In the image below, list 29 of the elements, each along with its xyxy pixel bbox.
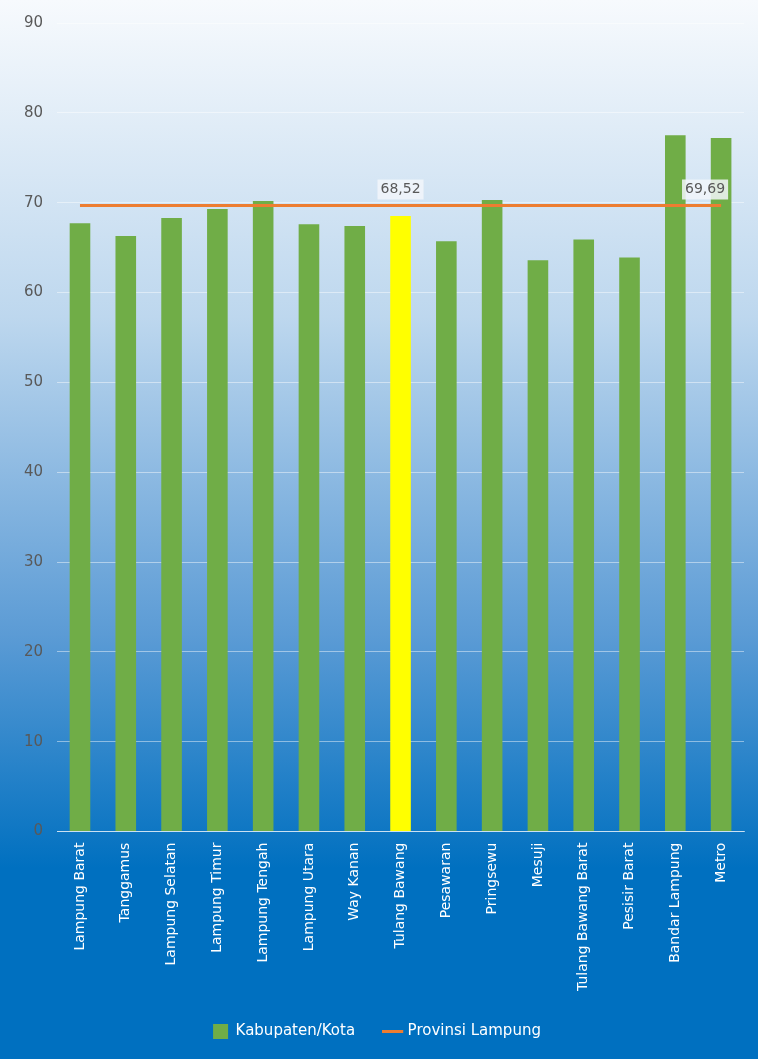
y-tick-label: 50 <box>23 372 44 391</box>
x-tick-label: Tulang Bawang <box>391 842 408 950</box>
x-tick-label: Lampung Timur <box>208 842 225 953</box>
y-tick-label: 10 <box>23 731 44 750</box>
x-tick-label: Lampung Tengah <box>253 842 270 963</box>
y-tick-label: 70 <box>23 192 44 211</box>
y-tick-label: 0 <box>33 821 44 840</box>
x-tick-label: Pesisir Barat <box>620 842 637 930</box>
data-label: 68,52 <box>380 180 421 197</box>
y-tick-label: 60 <box>23 282 44 301</box>
x-tick-label: Pringsewu <box>482 842 499 915</box>
y-tick-label: 90 <box>23 12 44 31</box>
data-label: 69,69 <box>685 180 726 197</box>
x-tick-label: Lampung Barat <box>70 842 87 951</box>
y-tick-label: 40 <box>23 462 44 481</box>
x-tick-label: Mesuji <box>528 842 545 888</box>
x-tick-label: Pesawaran <box>436 842 453 919</box>
x-tick-label: Tulang Bawang Barat <box>574 842 591 993</box>
y-tick-label: 80 <box>23 102 44 121</box>
legend-label: Provinsi Lampung <box>407 1021 541 1040</box>
x-tick-label: Way Kanan <box>345 842 362 921</box>
x-tick-label: Bandar Lampung <box>665 842 682 963</box>
y-tick-label: 20 <box>23 641 44 660</box>
legend-label: Kabupaten/Kota <box>235 1021 356 1040</box>
y-tick-label: 30 <box>23 551 44 570</box>
x-tick-label: Metro <box>711 842 728 883</box>
x-tick-label: Lampung Selatan <box>162 842 179 966</box>
x-tick-label: Tanggamus <box>116 842 133 924</box>
x-tick-label: Lampung Utara <box>299 842 316 952</box>
